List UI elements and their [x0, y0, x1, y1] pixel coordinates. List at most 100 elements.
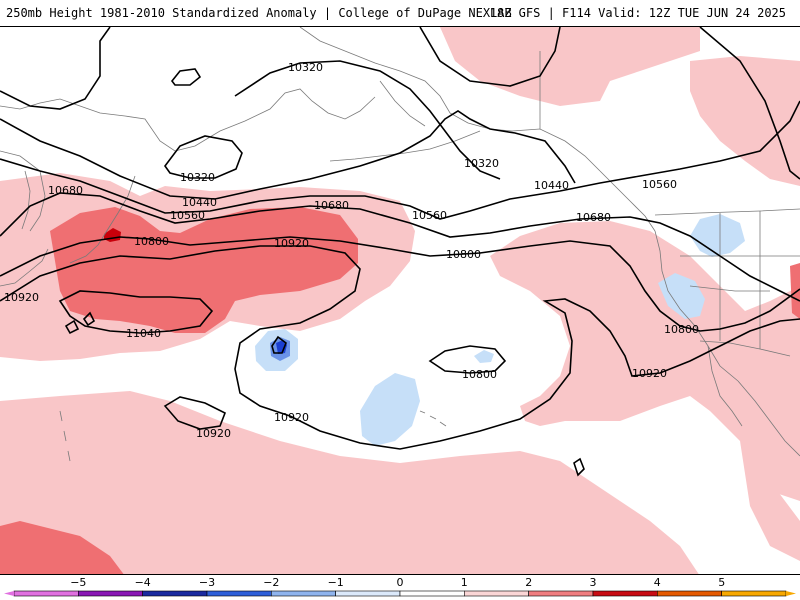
contour-small-loop-3 [573, 457, 585, 477]
pink-region-east-pacific [490, 221, 800, 501]
coast-siberia [0, 88, 376, 152]
contour-labels: 10320 10320 10320 10440 10440 10560 1056… [4, 61, 699, 440]
pink-region-canada [690, 56, 800, 186]
pink-region-baja [740, 441, 800, 561]
colorbar-segment [78, 590, 143, 597]
contour-label: 10800 [462, 368, 497, 381]
colorbar-segment [335, 590, 401, 597]
blue-region-california [658, 273, 705, 319]
coast-bering-strait [379, 80, 426, 127]
contour-label: 10320 [464, 157, 499, 170]
contour-10680 [0, 192, 800, 302]
colorbar-segment [721, 590, 787, 597]
anomaly-shading-negative [255, 214, 745, 446]
colorbar-segment [270, 590, 336, 597]
height-contours [0, 27, 800, 477]
colorbar-segment [13, 590, 79, 597]
colorbar-segment [592, 590, 658, 597]
blue-region-small-center [474, 350, 494, 363]
red-region-east-edge [790, 263, 800, 319]
contour-10320-alaska [234, 60, 501, 180]
pink-region-southwest [0, 391, 699, 574]
contour-11040 [58, 290, 214, 334]
colorbar-tick-label: −5 [70, 576, 86, 589]
contour-label: 10920 [274, 237, 309, 250]
color-scale-graphic: −5 −4 −3 −2 −1 0 1 2 3 4 5 [4, 576, 796, 597]
islands-hawaii [419, 410, 447, 427]
contour-label: 10560 [642, 178, 677, 191]
contour-label: 10320 [288, 61, 323, 74]
coast-aleutians [329, 130, 481, 162]
contour-10800 [0, 236, 800, 332]
coast-kamchatka [69, 175, 136, 264]
colorbar-segment [399, 590, 465, 597]
pink-region-alaska [440, 27, 700, 106]
contour-label: 10320 [180, 171, 215, 184]
anomaly-map: 10320 10320 10320 10440 10440 10560 1056… [0, 27, 800, 574]
contour-10440-alaska [419, 27, 561, 87]
contour-10920-main [0, 245, 800, 450]
map-panel: 10320 10320 10320 10440 10440 10560 1056… [0, 26, 800, 575]
contour-label: 10680 [314, 199, 349, 212]
colorbar-tick-label: 3 [590, 576, 597, 589]
contour-10320-small [170, 68, 202, 86]
colorbar-tick-label: 5 [718, 576, 725, 589]
colorbar-tick-label: 2 [525, 576, 532, 589]
contour-label: 10920 [196, 427, 231, 440]
contour-small-loop-1 [82, 311, 96, 327]
colorbar-tick-label: 4 [654, 576, 661, 589]
colorbar-tick-label: −3 [199, 576, 215, 589]
map-title: 250mb Height 1981-2010 Standardized Anom… [6, 6, 512, 20]
contour-10320-west [0, 27, 111, 110]
colorbar-tick-label: −1 [328, 576, 344, 589]
coast-mexico [737, 380, 800, 457]
color-scale: −5 −4 −3 −2 −1 0 1 2 3 4 5 [0, 575, 800, 600]
coast-sakhalin [21, 170, 31, 230]
coast-baja [707, 345, 743, 427]
border-us-canada [654, 208, 800, 216]
contour-10920-island [163, 396, 227, 430]
coast-alaska [299, 27, 601, 172]
contour-10560 [0, 100, 800, 220]
contour-label: 10920 [274, 411, 309, 424]
colorbar-segment [463, 590, 529, 597]
contour-small-loop-4 [271, 335, 287, 354]
contour-label: 10920 [632, 367, 667, 380]
coastlines [0, 27, 800, 462]
coast-us-west [654, 230, 739, 382]
contour-label: 10560 [412, 209, 447, 222]
contour-10560-ak [699, 27, 800, 180]
contour-label: 10800 [664, 323, 699, 336]
colorbar-arrow-right [786, 591, 796, 596]
coast-okhotsk [0, 150, 46, 232]
state-lines-west [680, 211, 800, 349]
contour-10320-loop [164, 135, 243, 179]
contour-label: 10800 [134, 235, 169, 248]
contour-label: 10560 [170, 209, 205, 222]
colorbar-tick-label: 0 [397, 576, 404, 589]
colorbar-segments [4, 590, 796, 597]
colorbar-tick-label: 1 [461, 576, 468, 589]
colorbar-ticks: −5 −4 −3 −2 −1 0 1 2 3 4 5 [70, 576, 725, 589]
colorbar-segment [656, 590, 722, 597]
contour-label: 11040 [126, 327, 161, 340]
blue-region-hawaii [360, 373, 420, 446]
contour-label: 10680 [576, 211, 611, 224]
run-info: 18Z GFS | F114 Valid: 12Z TUE JUN 24 202… [489, 6, 786, 20]
contour-10440 [0, 110, 576, 200]
contour-label: 10440 [182, 196, 217, 209]
islands-marianas [59, 410, 71, 462]
colorbar-tick-label: −4 [135, 576, 151, 589]
colorbar-arrow-left [4, 591, 14, 596]
blue-region-west-us [690, 214, 745, 257]
contour-small-loop-2 [64, 319, 80, 335]
red-region-southwest [0, 521, 124, 574]
title-bar: 250mb Height 1981-2010 Standardized Anom… [0, 0, 800, 26]
blue-region-dateline-deep [276, 340, 287, 354]
contour-label: 10680 [48, 184, 83, 197]
colorbar-segment [528, 590, 594, 597]
colorbar-segment [142, 590, 208, 597]
contour-label: 10920 [4, 291, 39, 304]
border-us-mexico [699, 340, 791, 357]
colorbar-tick-label: −2 [263, 576, 279, 589]
